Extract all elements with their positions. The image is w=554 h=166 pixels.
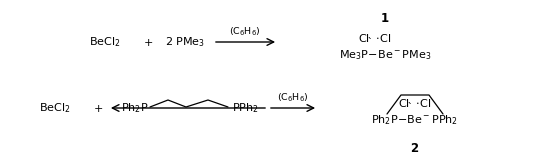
Text: (C$_6$H$_6$): (C$_6$H$_6$)	[229, 26, 261, 38]
Text: Ph$_2$P$\!-\!$Be$^-$PPh$_2$: Ph$_2$P$\!-\!$Be$^-$PPh$_2$	[372, 113, 459, 127]
Text: $\mathbf{1}$: $\mathbf{1}$	[380, 11, 389, 25]
Text: $\mathbf{2}$: $\mathbf{2}$	[411, 141, 419, 155]
Text: $+$: $+$	[93, 102, 103, 114]
Text: Me$_3$P$\!-\!$Be$^-$PMe$_3$: Me$_3$P$\!-\!$Be$^-$PMe$_3$	[338, 48, 431, 62]
Text: PPh$_2$: PPh$_2$	[232, 101, 259, 115]
Text: 2 PMe$_3$: 2 PMe$_3$	[165, 35, 205, 49]
Text: BeCl$_2$: BeCl$_2$	[89, 35, 121, 49]
Text: $+$: $+$	[143, 37, 153, 47]
Text: Cl$\grave{}$  $\cdot$Cl: Cl$\grave{}$ $\cdot$Cl	[358, 32, 392, 44]
Text: Ph$_2$P: Ph$_2$P	[121, 101, 148, 115]
Text: BeCl$_2$: BeCl$_2$	[39, 101, 71, 115]
Text: (C$_6$H$_6$): (C$_6$H$_6$)	[277, 92, 309, 104]
Text: Cl$\grave{}$  $\cdot$Cl: Cl$\grave{}$ $\cdot$Cl	[398, 97, 432, 109]
